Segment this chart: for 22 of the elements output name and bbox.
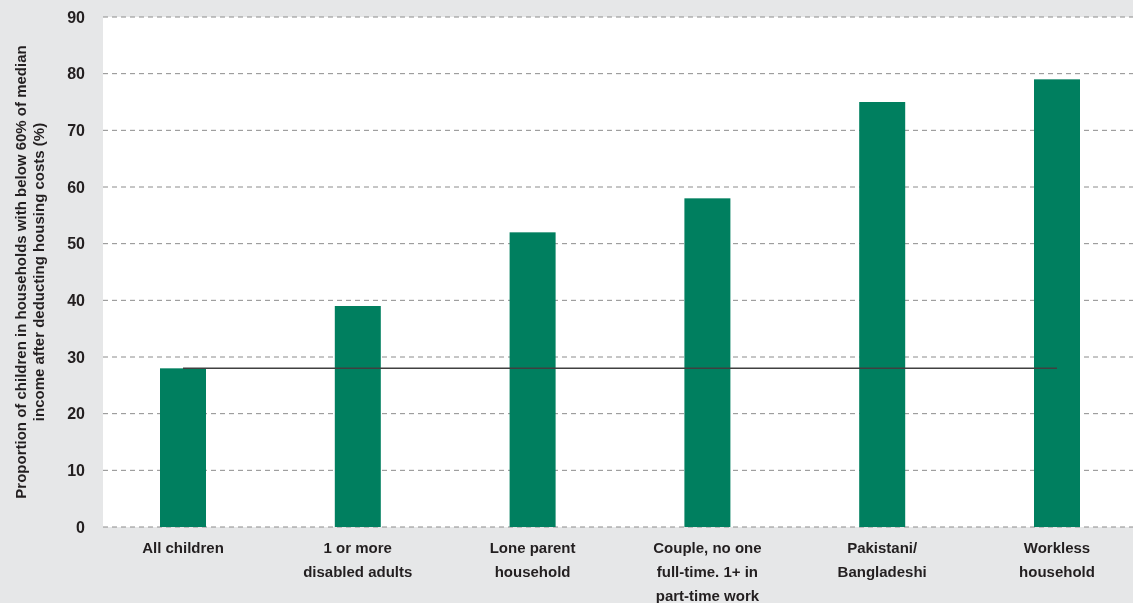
bar (859, 102, 906, 527)
y-tick-label: 40 (67, 291, 86, 309)
bar (334, 306, 381, 527)
y-tick-label: 50 (67, 235, 86, 253)
y-tick-label: 80 (67, 65, 86, 83)
y-tick-label: 0 (76, 518, 86, 536)
x-tick-label: 1 or more disabled adults (303, 539, 413, 580)
y-tick-label: 70 (67, 121, 86, 139)
x-tick-label: All children (142, 539, 224, 556)
x-tick-label: Workless household (1019, 539, 1095, 580)
y-tick-label: 20 (67, 405, 86, 423)
bar (509, 232, 556, 527)
y-tick-label: 10 (67, 461, 86, 479)
bar (684, 198, 731, 527)
y-tick-label: 90 (67, 8, 86, 26)
bar (1034, 79, 1080, 527)
y-axis-title: Proportion of children in households with below 60% of median income after deducting housing costs (%) (12, 45, 47, 499)
y-tick-label: 60 (67, 178, 86, 196)
x-tick-label: Pakistani/ Bangladeshi (837, 539, 927, 580)
y-tick-label: 30 (67, 348, 86, 366)
bar (160, 368, 206, 527)
x-tick-label: Lone parent household (489, 539, 576, 580)
